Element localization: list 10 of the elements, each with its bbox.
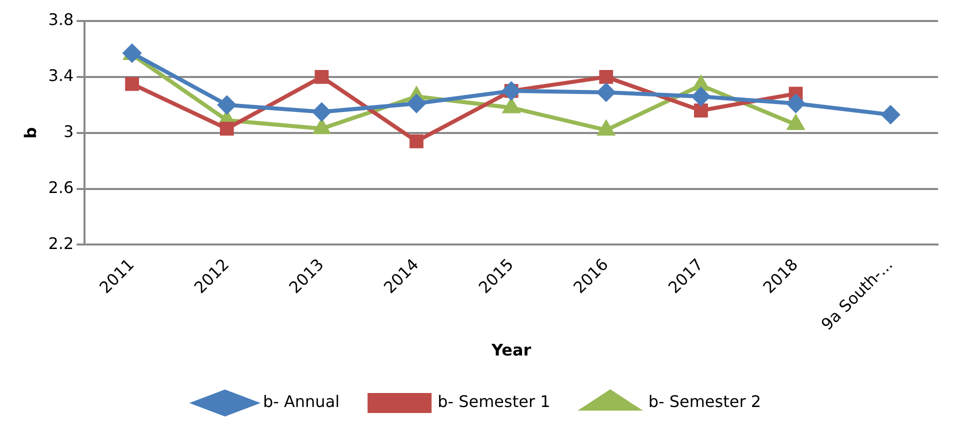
legend-label: b- Semester 1 [438, 392, 550, 412]
legend-label: b- Semester 2 [648, 392, 762, 412]
y-tick-label: 3.8 [48, 10, 74, 30]
y-axis-title: b [20, 127, 40, 139]
y-tick-label: 3 [63, 122, 74, 142]
y-tick-label: 3.4 [48, 66, 74, 86]
x-axis-title: Year [490, 340, 532, 360]
y-tick-label: 2.2 [48, 234, 74, 253]
legend-label: b- Annual [262, 392, 340, 412]
y-tick-label: 2.6 [48, 178, 74, 197]
